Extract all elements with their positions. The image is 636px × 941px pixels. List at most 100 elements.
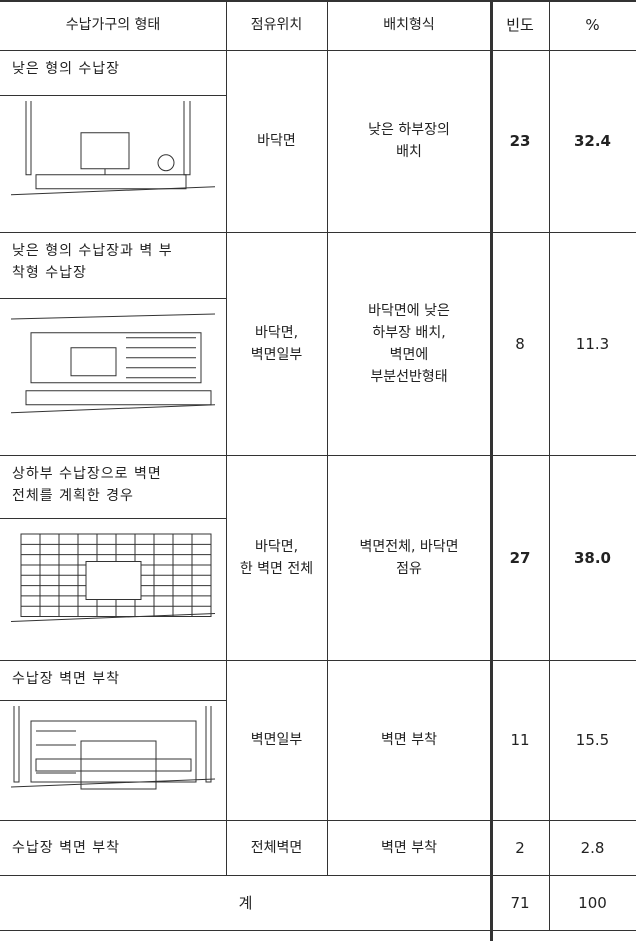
sketch <box>10 533 216 622</box>
text-line: 벽면일부 <box>250 732 303 748</box>
rule <box>0 95 226 96</box>
sketch-stroke <box>70 347 117 377</box>
furniture-type: 수납장 벽면 부착 <box>0 660 226 700</box>
text-line: 한 벽면 전체 <box>239 560 314 577</box>
sketch-stroke <box>30 332 202 384</box>
rule <box>0 875 636 876</box>
frequency: 8 <box>491 232 549 455</box>
text-line: 상하부 수납장으로 벽면 <box>12 466 162 482</box>
sketch-stroke <box>30 720 197 783</box>
rule <box>0 455 636 456</box>
text-line: 배치 <box>396 144 422 160</box>
text-line: 32.4 <box>573 132 611 150</box>
sketch-stroke <box>25 101 32 176</box>
rule <box>0 518 226 519</box>
percent: 11.3 <box>549 232 636 455</box>
text-line: 빈도 <box>506 16 534 34</box>
header-cell: 수납가구의 형태 <box>0 0 226 50</box>
location: 전체벽면 <box>226 820 327 875</box>
sketch-stroke <box>157 154 175 172</box>
sketch <box>10 313 216 414</box>
sketch <box>10 101 216 196</box>
text-line: 벽면 부착 <box>381 839 437 856</box>
sketch-stroke <box>10 778 216 788</box>
frequency: 27 <box>491 455 549 660</box>
sketch-stroke <box>35 758 192 772</box>
text-line: 바닥면, <box>254 538 299 555</box>
text-line: 11.3 <box>575 334 610 353</box>
frequency: 2 <box>491 820 549 875</box>
text-line: 전체벽면 <box>250 839 303 856</box>
text-line: 100 <box>578 893 607 912</box>
header-cell: 빈도 <box>491 0 549 50</box>
frequency: 11 <box>491 660 549 820</box>
rule <box>549 0 550 930</box>
header-cell: 점유위치 <box>226 0 327 50</box>
rule <box>0 700 226 701</box>
text-line: 수납장 벽면 부착 <box>12 839 121 856</box>
sketch-stroke <box>10 404 216 414</box>
text-line: 바닥면, <box>254 324 299 341</box>
text-line: 23 <box>509 132 531 150</box>
percent: 2.8 <box>549 820 636 875</box>
text-line: 바닥면에 낮은 <box>368 302 450 319</box>
percent: 38.0 <box>549 455 636 660</box>
rule <box>327 0 328 875</box>
total-percent: 100 <box>549 875 636 930</box>
text-line: 벽면 부착 <box>381 732 437 748</box>
sketch-stroke <box>85 561 142 600</box>
furniture-type: 낮은 형의 수납장 <box>0 50 226 95</box>
location: 바닥면 <box>226 50 327 232</box>
location: 바닥면, 한 벽면 전체 <box>226 455 327 660</box>
rule <box>0 820 636 821</box>
text-line: 낮은 하부장의 <box>368 122 450 138</box>
rule <box>0 660 636 661</box>
sketch-stroke <box>205 706 212 783</box>
total-label: 계 <box>0 875 491 930</box>
text-line: 낮은 형의 수납장과 벽 부 <box>12 243 173 259</box>
text-line: 8 <box>515 334 525 353</box>
rule <box>0 0 636 2</box>
sketch-stroke <box>35 174 187 190</box>
header-cell: % <box>549 0 636 50</box>
text-line: 11 <box>510 731 530 749</box>
text-line: 전체를 계획한 경우 <box>12 488 134 504</box>
text-line: 하부장 배치, <box>372 324 446 341</box>
sketch <box>10 706 216 790</box>
sketch-stroke <box>10 613 216 622</box>
text-line: 2.8 <box>580 838 605 857</box>
sketch-stroke <box>13 706 20 783</box>
text-line: 벽면일부 <box>250 346 303 363</box>
percent: 32.4 <box>549 50 636 232</box>
percent: 15.5 <box>549 660 636 820</box>
text-line: 27 <box>509 548 531 567</box>
rule <box>0 298 226 299</box>
location: 바닥면, 벽면일부 <box>226 232 327 455</box>
text-line: 수납장 벽면 부착 <box>12 671 121 687</box>
text-line: 착형 수납장 <box>12 265 87 281</box>
text-line: 수납가구의 형태 <box>65 17 161 33</box>
arrangement: 벽면 부착 <box>327 660 491 820</box>
text-line: 부분선반형태 <box>370 368 448 385</box>
text-line: 38.0 <box>573 548 611 567</box>
frequency: 23 <box>491 50 549 232</box>
text-line: 배치형식 <box>383 17 435 33</box>
sketch-stroke <box>80 132 130 170</box>
sketch-stroke <box>183 101 191 176</box>
text-line: 낮은 형의 수납장 <box>12 61 121 77</box>
text-line: 벽면에 <box>389 346 429 363</box>
sketch-stroke <box>80 740 157 790</box>
text-line: 벽면전체, 바닥면 <box>359 538 459 555</box>
sketch-stroke <box>10 186 216 196</box>
rule <box>226 0 227 875</box>
text-line: 15.5 <box>575 731 610 749</box>
rule <box>0 930 636 931</box>
total-frequency: 71 <box>491 875 549 930</box>
text-line: 점유 <box>396 560 422 577</box>
text-line: 71 <box>510 893 530 912</box>
